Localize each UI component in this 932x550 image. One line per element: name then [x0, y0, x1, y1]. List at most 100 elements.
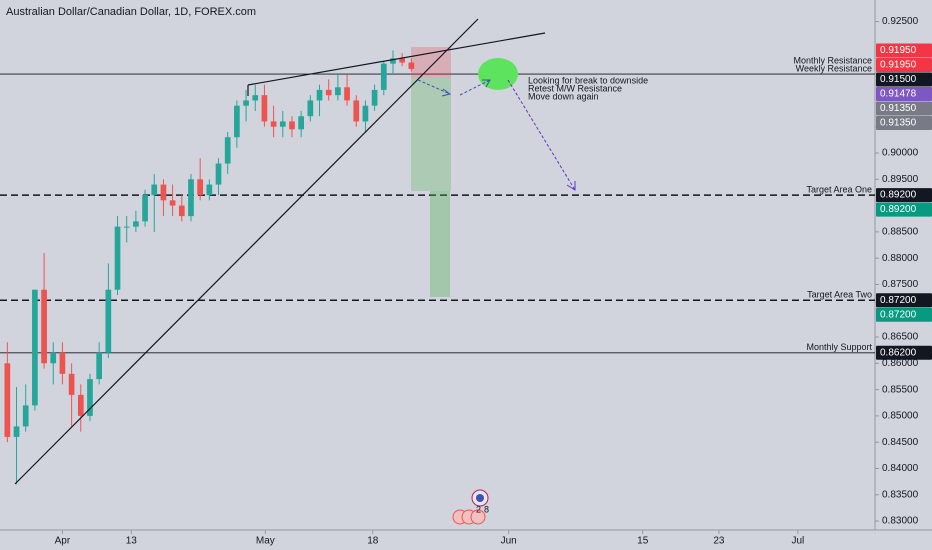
x-tick-label: 13 [126, 536, 138, 547]
x-tick-label: Jul [791, 536, 804, 547]
arrow-head [566, 181, 576, 191]
y-tick-label: 0.92500 [882, 16, 919, 27]
event-flag [476, 494, 484, 502]
candle-body [197, 179, 204, 196]
event-count: 8 [484, 504, 489, 514]
x-tick-label: Jun [501, 536, 517, 547]
retest-zone [478, 58, 518, 90]
candle-body [96, 352, 103, 380]
annotation: Retest M/W Resistance [528, 83, 622, 93]
x-tick-label: 23 [713, 536, 725, 547]
price-tag [876, 345, 932, 360]
candle-body [224, 137, 231, 164]
price-tag [876, 72, 932, 87]
annotation: Looking for break to downside [528, 75, 648, 85]
trendline [14, 18, 479, 485]
candle-body [408, 62, 415, 69]
event-icon[interactable] [470, 509, 486, 525]
candle-body [298, 116, 305, 130]
y-tick-label: 0.83000 [882, 516, 919, 527]
candle-body [307, 100, 314, 117]
chart-title: Australian Dollar/Canadian Dollar, 1D, F… [6, 6, 256, 18]
price-tag-label: 0.87200 [880, 309, 917, 320]
candle-body [371, 89, 378, 106]
price-tag-label: 0.91500 [880, 74, 917, 85]
price-tag [876, 202, 932, 217]
price-tag [876, 293, 932, 308]
price-tag [876, 86, 932, 101]
candle-body [41, 289, 47, 364]
y-tick-label: 0.86500 [882, 332, 919, 343]
price-tag [876, 101, 932, 116]
candle-body [169, 200, 176, 206]
candle-body [4, 363, 11, 437]
x-tick-label: Apr [55, 536, 71, 547]
y-tick-label: 0.83500 [882, 489, 919, 500]
target-box [411, 78, 451, 191]
price-tag-label: 0.86200 [880, 347, 917, 358]
price-tag [876, 188, 932, 203]
y-tick-label: 0.88000 [882, 253, 919, 264]
candle-body [270, 121, 277, 127]
candle-body [380, 63, 387, 90]
price-tag-label: 0.91350 [880, 118, 917, 129]
level-label: Target Area Two [807, 290, 872, 300]
x-tick-label: 18 [367, 536, 379, 547]
price-tag [876, 115, 932, 130]
y-tick-label: 0.86000 [882, 358, 919, 369]
x-tick-label: May [256, 536, 275, 547]
y-tick-label: 0.85500 [882, 384, 919, 395]
level-label: Target Area One [806, 184, 872, 194]
price-tag-label: 0.89200 [880, 204, 917, 215]
y-tick-label: 0.89500 [882, 174, 919, 185]
price-tag-label: 0.91950 [880, 45, 917, 56]
candle-body [123, 226, 130, 228]
events[interactable]: 2 8 [452, 489, 489, 525]
event-count: 2 [476, 504, 481, 514]
candle-body [316, 89, 323, 101]
y-tick-label: 0.87500 [882, 279, 919, 290]
arrow [507, 79, 576, 191]
price-tag-label: 0.91478 [880, 89, 917, 100]
candles [4, 50, 415, 485]
y-tick-label: 0.84500 [882, 437, 919, 448]
arrow [459, 79, 491, 96]
level-label: Weekly Resistance [796, 64, 872, 74]
axes: 0.925000.905000.900000.895000.885000.880… [55, 16, 932, 547]
price-tag [876, 57, 932, 72]
candle-body [353, 100, 360, 122]
candle-body [160, 184, 167, 201]
candle-body [252, 95, 259, 101]
candle-body [151, 184, 158, 196]
candle-body [279, 121, 286, 127]
price-tag-label: 0.91350 [880, 103, 917, 114]
candle-body [32, 289, 38, 406]
candle-body [390, 58, 396, 64]
price-tag [876, 307, 932, 322]
price-tag [876, 43, 932, 58]
candle-body [325, 89, 332, 96]
candle-body [399, 58, 405, 63]
candle-body [362, 105, 369, 122]
trendline [247, 32, 546, 86]
level-label: Monthly Support [806, 342, 872, 352]
arrow [417, 79, 451, 95]
candle-body [68, 373, 75, 395]
candle-body [22, 405, 29, 427]
candle-body [114, 226, 121, 290]
y-tick-label: 0.90000 [882, 148, 919, 159]
target-box [430, 191, 450, 297]
candle-body [215, 163, 222, 185]
candle-body [289, 121, 295, 130]
drawings: Looking for break to downside Retest M/W… [14, 18, 648, 485]
candle-body [261, 95, 268, 122]
price-tag-label: 0.89200 [880, 190, 917, 201]
candle-body [234, 105, 240, 138]
candle-body [133, 221, 139, 227]
y-tick-label: 0.84000 [882, 463, 919, 474]
annotation: Move down again [528, 91, 599, 101]
candle-body [188, 179, 194, 217]
candle-body [105, 289, 112, 353]
